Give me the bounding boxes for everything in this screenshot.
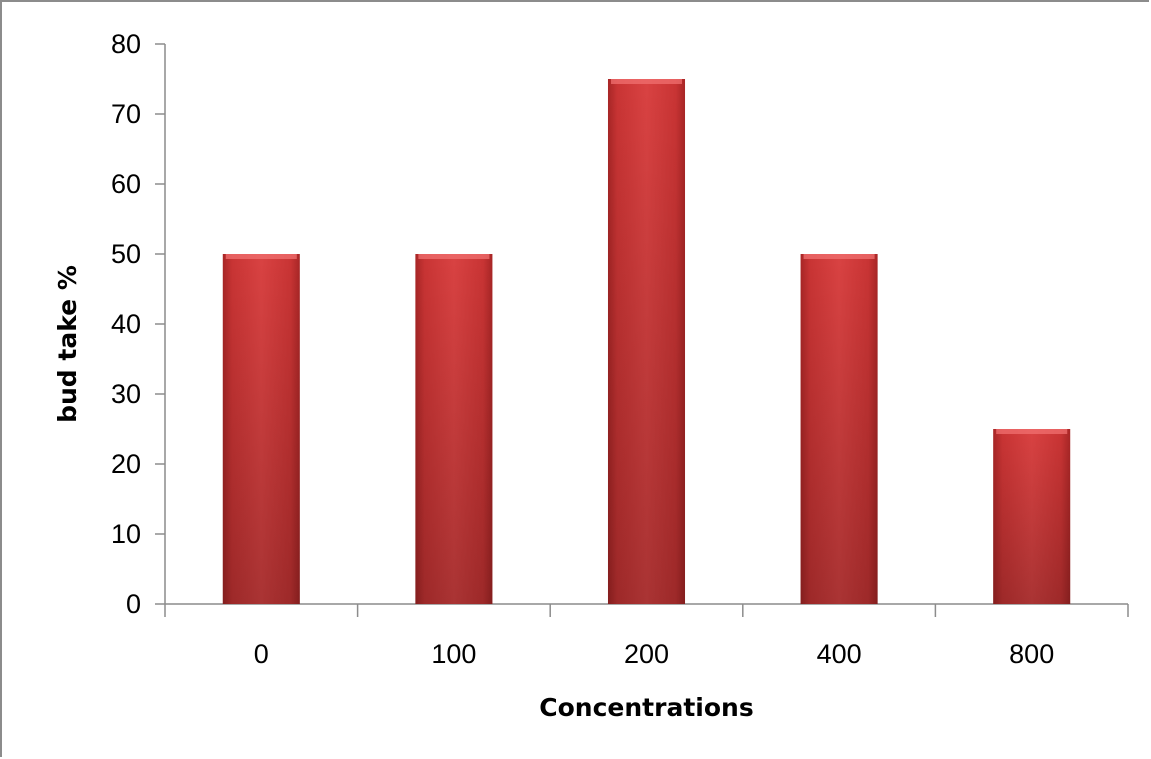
y-tick-label: 70 <box>111 99 141 129</box>
bar-400 <box>800 254 878 604</box>
bars <box>222 79 1071 604</box>
y-tick-label: 80 <box>111 29 141 59</box>
x-axis-title: Concentrations <box>539 693 753 722</box>
y-tick-label: 60 <box>111 169 141 199</box>
y-tick-label: 20 <box>111 449 141 479</box>
y-tick-label: 40 <box>111 309 141 339</box>
bar-shade <box>993 429 1071 604</box>
x-tick-label: 200 <box>624 639 669 669</box>
bar-top-highlight <box>996 429 1068 434</box>
bar-0 <box>222 254 300 604</box>
bar-top-highlight <box>418 254 490 259</box>
bar-shade <box>800 254 878 604</box>
bar-shade <box>415 254 493 604</box>
y-tick-label: 10 <box>111 519 141 549</box>
y-tick-label: 0 <box>126 589 141 619</box>
bar-top-highlight <box>225 254 297 259</box>
x-tick-label: 0 <box>254 639 269 669</box>
y-axis: 0 10 20 30 40 50 60 70 80 <box>111 29 166 619</box>
bar-200 <box>607 79 686 604</box>
x-axis: 0 100 200 400 800 <box>164 603 1129 669</box>
y-tick-label: 50 <box>111 239 141 269</box>
x-tick-label: 800 <box>1009 639 1054 669</box>
bar-shade <box>222 254 300 604</box>
x-tick-label: 100 <box>431 639 476 669</box>
y-tick-label: 30 <box>111 379 141 409</box>
y-axis-title: bud take % <box>53 265 82 423</box>
bar-800 <box>993 429 1071 604</box>
x-tick-label: 400 <box>817 639 862 669</box>
bar-shade <box>607 79 686 604</box>
bar-top-highlight <box>610 79 683 84</box>
bar-top-highlight <box>803 254 875 259</box>
bar-100 <box>415 254 493 604</box>
